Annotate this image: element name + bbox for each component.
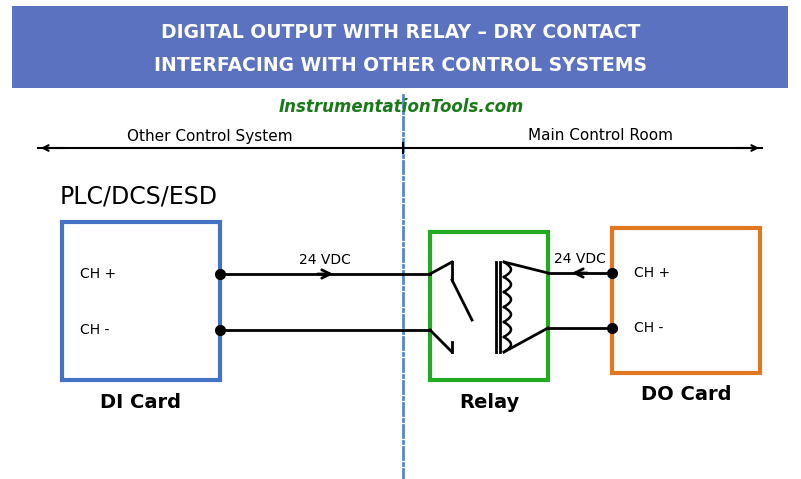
Bar (12, 6, 788, 88)
Text: Other Control System: Other Control System (127, 128, 293, 144)
Text: CH -: CH - (634, 321, 663, 335)
Text: CH +: CH + (634, 266, 670, 280)
Bar (612, 228, 760, 373)
Text: Main Control Room: Main Control Room (528, 128, 673, 144)
Text: PLC/DCS/ESD: PLC/DCS/ESD (60, 184, 218, 208)
Text: Relay: Relay (459, 392, 519, 411)
Text: DIGITAL OUTPUT WITH RELAY – DRY CONTACT: DIGITAL OUTPUT WITH RELAY – DRY CONTACT (161, 23, 641, 42)
Bar (62, 222, 220, 380)
Text: CH -: CH - (80, 323, 110, 337)
Text: 24 VDC: 24 VDC (554, 252, 606, 266)
Text: InstrumentationTools.com: InstrumentationTools.com (278, 98, 524, 116)
Text: 24 VDC: 24 VDC (299, 253, 351, 267)
Text: DO Card: DO Card (641, 386, 731, 404)
Text: DI Card: DI Card (100, 392, 182, 411)
Text: INTERFACING WITH OTHER CONTROL SYSTEMS: INTERFACING WITH OTHER CONTROL SYSTEMS (155, 56, 647, 75)
Bar (430, 232, 548, 380)
Text: CH +: CH + (80, 267, 116, 281)
